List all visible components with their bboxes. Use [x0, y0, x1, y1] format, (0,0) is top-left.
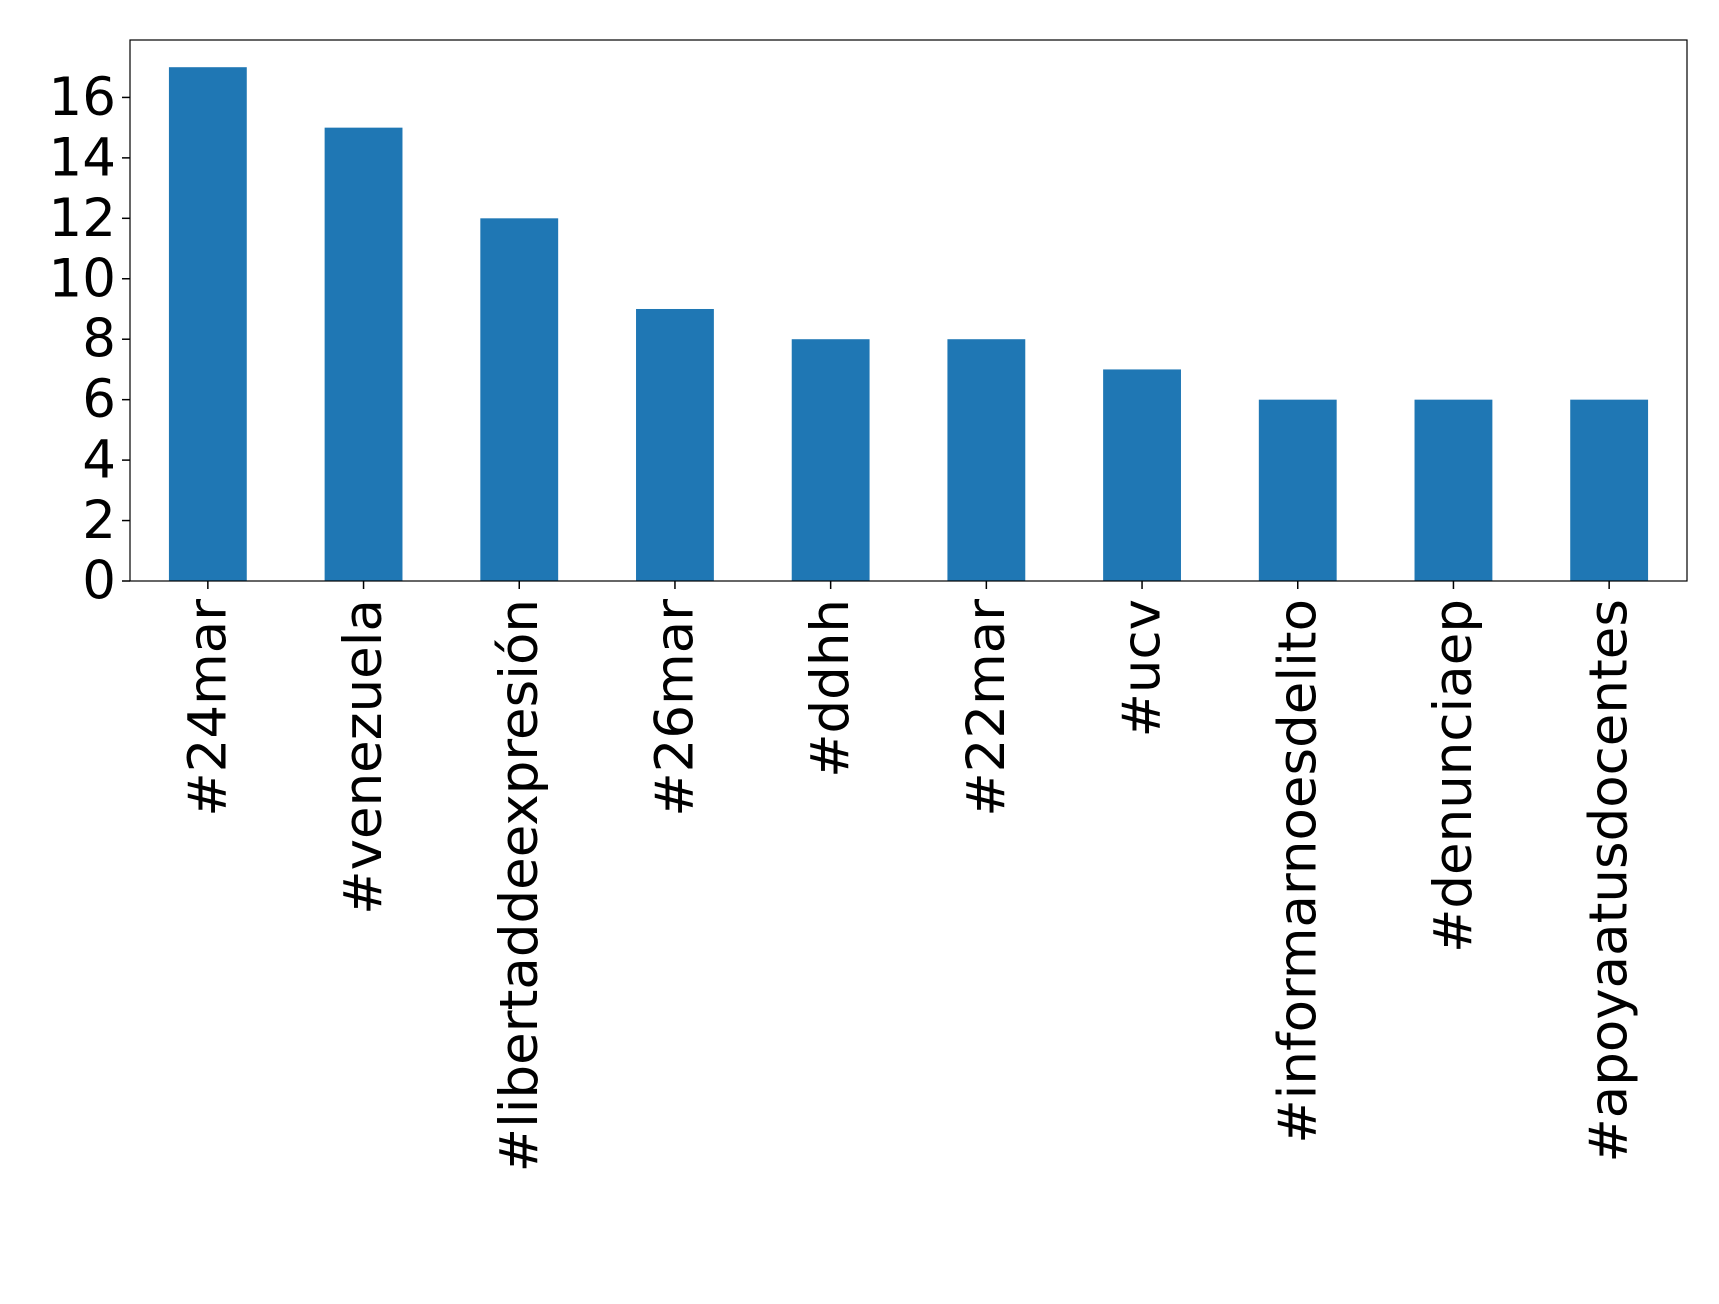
bar: [947, 339, 1026, 581]
bar: [168, 67, 247, 582]
x-tick-label: #ucv: [1112, 599, 1173, 738]
bar: [636, 308, 714, 581]
x-tick-label: #22mar: [956, 599, 1017, 817]
bar: [480, 218, 559, 582]
bar: [1103, 369, 1181, 581]
x-tick-label: #26mar: [644, 599, 705, 817]
bar: [791, 339, 870, 581]
x-tick-label: #informarnoesdelito: [1267, 599, 1328, 1144]
x-tick-label: #ddhh: [800, 599, 861, 778]
y-tick-label: 4: [82, 430, 116, 491]
y-tick-label: 2: [82, 490, 116, 551]
y-tick-label: 0: [82, 551, 116, 612]
x-tick-label: #venezuela: [333, 599, 394, 915]
y-tick-label: 6: [82, 369, 116, 430]
x-tick-label: #libertaddeexpresión: [489, 599, 550, 1172]
bar: [1258, 399, 1337, 581]
y-tick-label: 14: [49, 127, 116, 188]
y-tick-label: 10: [49, 248, 116, 309]
bar: [324, 127, 403, 582]
bar: [1570, 399, 1649, 581]
x-tick-label: #denunciaep: [1423, 599, 1484, 953]
x-tick-label: #apoyaatusdocentes: [1579, 599, 1640, 1163]
x-tick-label: #24mar: [177, 599, 238, 817]
bar: [1414, 399, 1493, 581]
y-tick-label: 12: [49, 188, 116, 249]
plot-frame: [129, 39, 1688, 582]
y-tick-label: 16: [49, 67, 116, 128]
y-tick-label: 8: [82, 309, 116, 370]
